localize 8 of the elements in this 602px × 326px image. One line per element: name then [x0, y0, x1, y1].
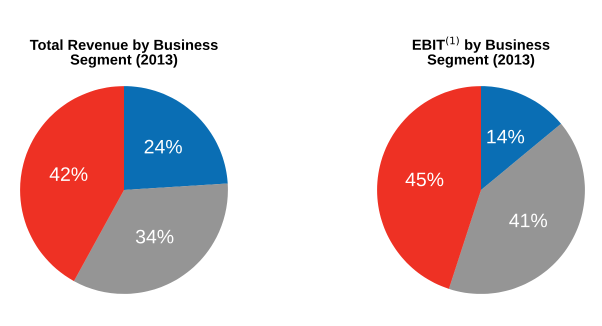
chart-title: Total Revenue by Business Segment (2013)	[30, 39, 218, 68]
chart-title: EBIT$^{(1)}$ by Business Segment (2013)	[412, 36, 550, 68]
data-label: 34%	[136, 230, 174, 244]
data-label: 41%	[509, 214, 548, 228]
data-label: 45%	[406, 172, 444, 186]
data-label: 42%	[50, 167, 88, 181]
data-label: 24%	[144, 140, 182, 154]
data-label: 14%	[487, 130, 524, 144]
